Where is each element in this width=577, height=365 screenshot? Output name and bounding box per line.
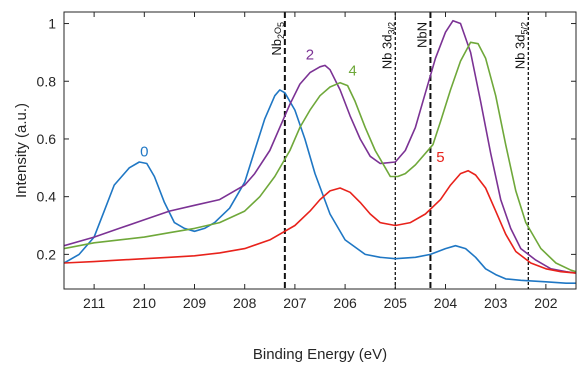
x-tick-label-206: 206 [333, 295, 357, 311]
x-tick-label-210: 210 [133, 295, 157, 311]
plot-frame [63, 11, 577, 290]
reference-label-3: Nb 3d5/2 [512, 22, 529, 69]
series-line-2 [64, 19, 576, 274]
plot-area [64, 12, 576, 289]
y-tick-label-1: 0.4 [37, 189, 57, 205]
series-line-5 [64, 169, 576, 274]
x-tick-label-208: 208 [233, 295, 257, 311]
x-tick-label-205: 205 [384, 295, 408, 311]
x-tick-label-203: 203 [484, 295, 508, 311]
reference-label-1: Nb 3d3/2 [379, 22, 396, 69]
x-axis-label: Binding Energy (eV) [253, 346, 387, 363]
y-axis-label: Intensity (a.u.) [13, 103, 30, 198]
x-tick-label-204: 204 [434, 295, 458, 311]
x-tick-label-202: 202 [534, 295, 558, 311]
x-tick-label-207: 207 [283, 295, 307, 311]
reference-label-0: Nb2O5 [269, 22, 286, 56]
y-tick-label-2: 0.6 [37, 131, 57, 147]
series-label-0: 0 [140, 143, 148, 160]
series-line-0 [64, 89, 576, 284]
reference-label-2: NbN [414, 22, 429, 48]
series-line-4 [64, 41, 576, 273]
series-label-4: 4 [348, 62, 356, 79]
x-tick-label-211: 211 [83, 295, 106, 311]
y-tick-label-3: 0.8 [37, 73, 57, 89]
y-tick-label-0: 0.2 [37, 246, 57, 262]
series-label-2: 2 [306, 47, 314, 64]
series-label-5: 5 [436, 149, 444, 166]
x-tick-label-209: 209 [183, 295, 207, 311]
y-tick-label-4: 1 [48, 16, 56, 32]
